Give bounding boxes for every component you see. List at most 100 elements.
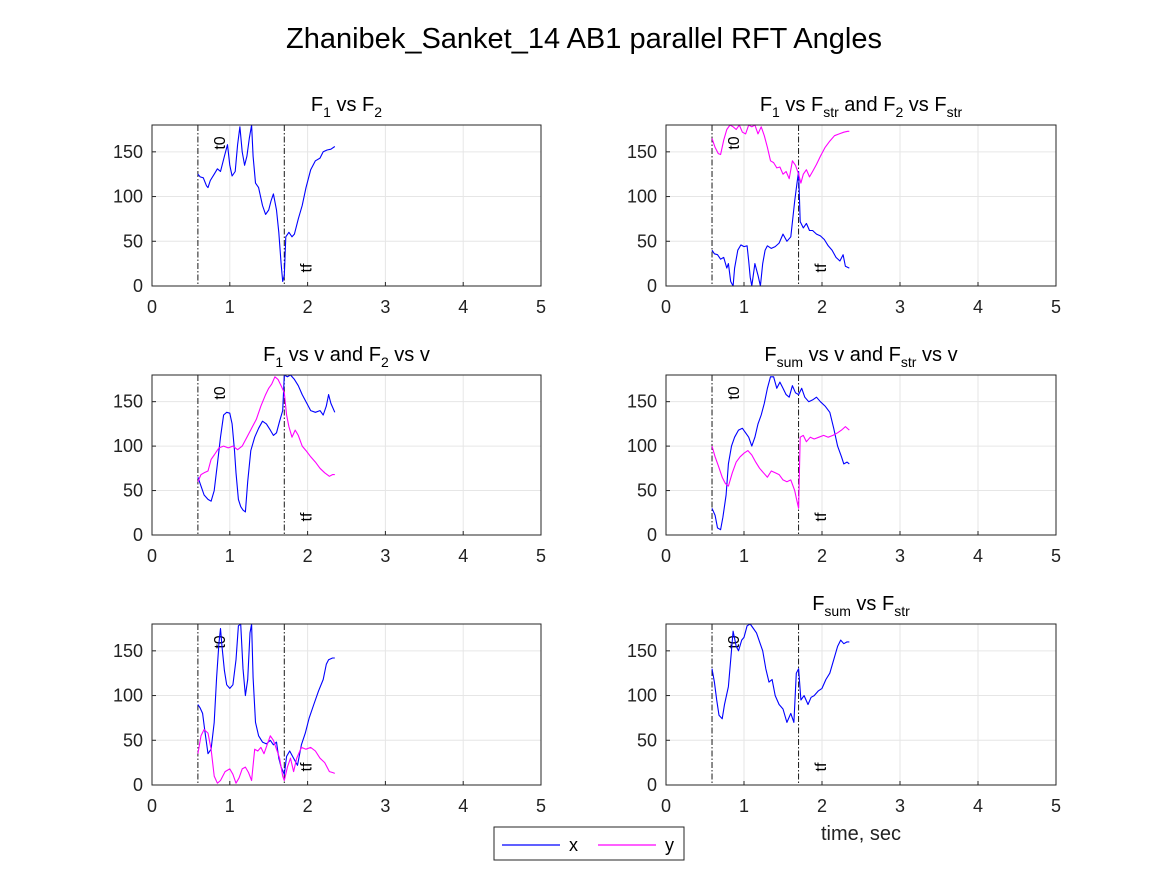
y-tick-label: 150 bbox=[627, 142, 657, 162]
x-tick-label: 4 bbox=[973, 796, 983, 816]
title-text: vs v bbox=[389, 344, 430, 366]
title-text: and F bbox=[839, 94, 896, 116]
y-tick-label: 0 bbox=[647, 525, 657, 545]
x-tick-label: 1 bbox=[225, 796, 235, 816]
x-tick-label: 4 bbox=[458, 796, 468, 816]
y-tick-label: 50 bbox=[123, 730, 143, 750]
tf-marker-label: tf bbox=[813, 512, 830, 521]
x-tick-label: 5 bbox=[1051, 297, 1061, 317]
x-tick-label: 0 bbox=[661, 796, 671, 816]
y-tick-label: 50 bbox=[637, 730, 657, 750]
x-tick-label: 2 bbox=[303, 796, 313, 816]
series-line-y bbox=[197, 376, 335, 482]
title-text: F bbox=[263, 344, 275, 366]
title-text: vs F bbox=[780, 94, 823, 116]
series-line-y bbox=[711, 124, 850, 184]
axes-box bbox=[151, 374, 542, 536]
y-tick-label: 0 bbox=[133, 775, 143, 795]
x-tick-label: 3 bbox=[380, 546, 390, 566]
plot-area bbox=[152, 624, 541, 785]
plot-area bbox=[666, 375, 1056, 535]
title-subscript: sum bbox=[777, 354, 803, 370]
title-text: F bbox=[764, 344, 776, 366]
title-text: vs F bbox=[851, 593, 894, 615]
x-tick-label: 3 bbox=[380, 297, 390, 317]
y-tick-label: 150 bbox=[113, 142, 143, 162]
x-tick-label: 5 bbox=[536, 796, 546, 816]
legend-label-y: y bbox=[665, 835, 674, 855]
y-tick-label: 50 bbox=[637, 231, 657, 251]
t0-marker-label: t0 bbox=[726, 136, 743, 149]
legend: x y bbox=[493, 826, 685, 861]
x-tick-label: 1 bbox=[225, 546, 235, 566]
x-tick-label: 4 bbox=[973, 297, 983, 317]
title-subscript: sum bbox=[824, 603, 850, 619]
tf-marker-label: tf bbox=[813, 263, 830, 272]
x-tick-label: 4 bbox=[458, 297, 468, 317]
y-tick-label: 100 bbox=[113, 436, 143, 456]
y-tick-label: 50 bbox=[123, 481, 143, 501]
x-tick-label: 0 bbox=[661, 297, 671, 317]
x-tick-label: 1 bbox=[739, 796, 749, 816]
t0-marker-label: t0 bbox=[212, 136, 229, 149]
axes-box bbox=[665, 374, 1057, 536]
title-subscript: 1 bbox=[323, 104, 331, 120]
x-tick-label: 3 bbox=[895, 546, 905, 566]
title-text: vs v bbox=[916, 344, 957, 366]
t0-marker-label: t0 bbox=[726, 386, 743, 399]
x-tick-label: 1 bbox=[739, 546, 749, 566]
y-tick-label: 150 bbox=[113, 641, 143, 661]
series-line-x bbox=[197, 374, 336, 513]
x-tick-label: 5 bbox=[536, 297, 546, 317]
title-text: F bbox=[760, 94, 772, 116]
title-subscript: str bbox=[947, 104, 963, 120]
x-tick-label: 3 bbox=[380, 796, 390, 816]
series-line-y bbox=[197, 728, 336, 784]
y-tick-label: 100 bbox=[113, 686, 143, 706]
y-tick-label: 100 bbox=[627, 187, 657, 207]
y-tick-label: 150 bbox=[627, 641, 657, 661]
x-tick-label: 0 bbox=[147, 796, 157, 816]
tf-marker-label: tf bbox=[813, 762, 830, 771]
title-subscript: str bbox=[894, 603, 910, 619]
x-tick-label: 0 bbox=[661, 546, 671, 566]
x-tick-label: 3 bbox=[895, 796, 905, 816]
x-tick-label: 5 bbox=[1051, 546, 1061, 566]
x-tick-label: 0 bbox=[147, 546, 157, 566]
y-tick-label: 100 bbox=[627, 686, 657, 706]
series-line-x bbox=[197, 623, 335, 775]
series-line-x bbox=[711, 376, 850, 531]
y-tick-label: 100 bbox=[113, 187, 143, 207]
figure-title: Zhanibek_Sanket_14 AB1 parallel RFT Angl… bbox=[286, 23, 882, 55]
title-text: vs F bbox=[903, 94, 946, 116]
t0-marker-label: t0 bbox=[212, 386, 229, 399]
y-tick-label: 0 bbox=[133, 276, 143, 296]
title-text: vs v and F bbox=[803, 344, 901, 366]
subplot-title: Fsum​ vs Fstr​ bbox=[812, 593, 910, 619]
y-tick-label: 150 bbox=[627, 392, 657, 412]
title-text: F bbox=[812, 593, 824, 615]
x-axis-label: time, sec bbox=[821, 823, 901, 845]
tf-marker-label: tf bbox=[298, 762, 315, 771]
x-tick-label: 4 bbox=[458, 546, 468, 566]
plot-area bbox=[152, 375, 541, 535]
y-tick-label: 50 bbox=[123, 231, 143, 251]
subplot-title: Fsum​ vs v and Fstr​ vs v bbox=[764, 344, 957, 370]
x-tick-label: 0 bbox=[147, 297, 157, 317]
title-subscript: str bbox=[823, 104, 839, 120]
x-tick-label: 4 bbox=[973, 546, 983, 566]
legend-box bbox=[493, 826, 685, 861]
y-tick-label: 0 bbox=[647, 276, 657, 296]
x-tick-label: 5 bbox=[536, 546, 546, 566]
legend-label-x: x bbox=[569, 835, 578, 855]
axes-box bbox=[665, 623, 1057, 786]
series-line-x bbox=[711, 623, 850, 723]
subplot-title: F1​ vs Fstr​ and F2​ vs Fstr​ bbox=[760, 94, 963, 120]
tf-marker-label: tf bbox=[298, 263, 315, 272]
y-tick-label: 0 bbox=[133, 525, 143, 545]
